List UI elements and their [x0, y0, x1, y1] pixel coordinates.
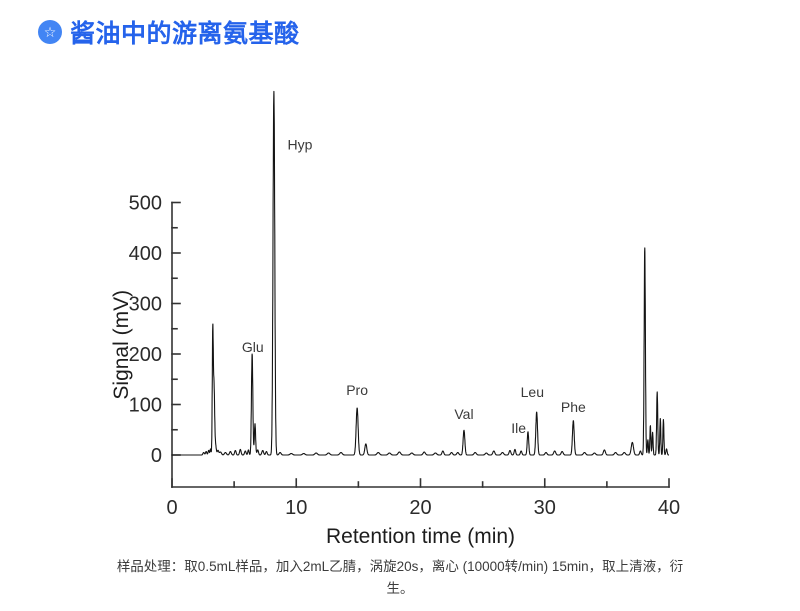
x-tick-label: 30	[534, 497, 556, 519]
page-header: ☆ 酱油中的游离氨基酸	[38, 14, 300, 50]
star-icon: ☆	[43, 24, 57, 40]
peak-label-ile: Ile	[511, 420, 526, 436]
signal-trace	[171, 90, 670, 456]
y-tick-label: 500	[129, 193, 162, 215]
y-tick-label: 0	[151, 445, 162, 467]
x-axis-title: Retention time (min)	[326, 525, 515, 548]
y-tick-label: 100	[129, 395, 162, 417]
peak-label-glu: Glu	[242, 339, 264, 355]
y-tick-label: 400	[129, 243, 162, 265]
page-title: 酱油中的游离氨基酸	[70, 20, 300, 48]
peak-label-leu: Leu	[521, 384, 544, 400]
caption-line: 样品处理：取0.5mL样品，加入2mL乙腈，涡旋20s，离心 (10000转/m…	[116, 559, 684, 574]
y-axis-title: Signal (mV)	[110, 290, 133, 400]
x-tick-label: 40	[658, 497, 680, 519]
figure-caption: 样品处理：取0.5mL样品，加入2mL乙腈，涡旋20s，离心 (10000转/m…	[100, 556, 700, 600]
peak-label-val: Val	[454, 406, 473, 422]
y-tick-label: 300	[129, 294, 162, 316]
star-badge-icon: ☆	[38, 20, 62, 44]
y-tick-label: 200	[129, 344, 162, 366]
peak-labels: Hyp Glu Pro Val Ile Leu Phe	[242, 136, 586, 436]
x-tick-label: 20	[409, 497, 431, 519]
peak-label-phe: Phe	[561, 399, 586, 415]
peak-label-hyp: Hyp	[288, 136, 313, 152]
chromatogram-chart: 0 10 20 30 40 0 100 200 300 400 500 Retention time …	[100, 80, 720, 550]
caption-line: 生。	[386, 581, 414, 596]
peak-label-pro: Pro	[346, 382, 368, 398]
x-tick-label: 10	[285, 497, 307, 519]
x-tick-label: 0	[166, 497, 177, 519]
